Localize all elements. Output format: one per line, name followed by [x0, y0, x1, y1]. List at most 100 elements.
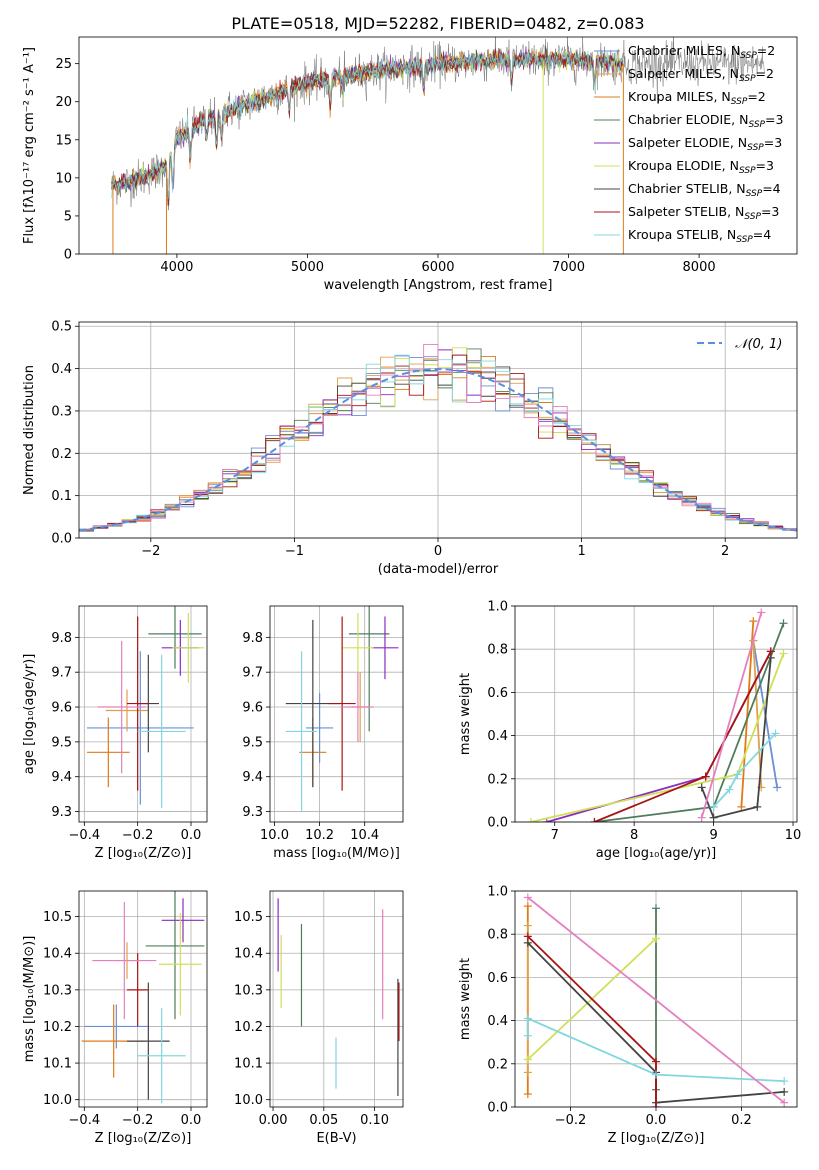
x-tick-label: −1: [285, 544, 304, 559]
x-tick-label: 0.10: [360, 1113, 389, 1128]
weight-line: [752, 640, 763, 788]
x-tick-label: 0.0: [181, 1113, 202, 1128]
legend-label-sub: SSP: [736, 235, 753, 245]
x-axis-label: age [log₁₀(age/yr)]: [596, 846, 717, 861]
y-tick-label: 0.1: [51, 489, 72, 504]
chart-age-vs-Z: −0.4 −0.2 0.0 9.3 9.4 9.5 9.6 9.7 9.8 Z [log₁₀(Z/…: [22, 605, 208, 861]
y-axis-label: mass [log₁₀(M/M⊙)]: [22, 936, 37, 1063]
legend-label: Salpeter STELIB, NSSP=3: [628, 204, 779, 222]
plot-area: [81, 891, 205, 1104]
x-axis-label: Z [log₁₀(Z/Z⊙)]: [95, 1131, 192, 1146]
axes-frame: [514, 605, 798, 823]
y-tick-label: 9.5: [51, 735, 72, 750]
legend-label-suffix: =2: [756, 66, 774, 81]
y-tick-label: 10.2: [43, 1020, 72, 1035]
legend-label-text: Chabrier STELIB, N: [628, 181, 746, 196]
y-tick-label: 0.6: [487, 971, 508, 986]
plot-area: [87, 606, 205, 809]
x-tick-label: 0.00: [259, 1113, 288, 1128]
residual-histogram: [79, 344, 797, 530]
y-tick-label: 0.0: [487, 816, 508, 831]
y-tick-label: 10.0: [234, 1093, 263, 1108]
spectrum-data-line: [111, 37, 765, 211]
y-tick-label: 10.0: [43, 1093, 72, 1108]
y-tick-label: 0.4: [487, 1014, 508, 1029]
legend-label-text: Salpeter MILES, N: [628, 66, 739, 81]
axes-frame: [78, 890, 208, 1108]
x-tick-label: 0.05: [309, 1113, 338, 1128]
y-tick-label: 10.1: [234, 1057, 263, 1072]
legend-label-suffix: =3: [765, 112, 783, 127]
x-tick-label: 8: [630, 828, 638, 843]
axes-frame: [78, 605, 208, 823]
y-tick-label: 9.3: [51, 805, 72, 820]
legend-label: Kroupa ELODIE, NSSP=3: [628, 158, 774, 176]
legend-label-text: Kroupa STELIB, N: [628, 227, 736, 242]
x-tick-label: 9: [709, 828, 717, 843]
y-tick-label: 10.4: [43, 947, 72, 962]
legend-label-sub: SSP: [739, 74, 756, 84]
weight-line: [712, 732, 777, 808]
y-tick-label: 0.2: [487, 1057, 508, 1072]
x-tick-label: 1: [577, 544, 585, 559]
y-axis-label: mass weight: [458, 673, 473, 755]
y-tick-label: 0.0: [51, 532, 72, 547]
x-tick-label: 10: [785, 828, 802, 843]
plot-area: [285, 606, 399, 812]
legend-label-sub: SSP: [744, 212, 761, 222]
x-tick-label: 4000: [160, 260, 193, 275]
weight-line: [700, 612, 763, 818]
legend-label: 𝒩(0, 1): [735, 337, 782, 352]
x-tick-label: 0: [434, 544, 442, 559]
x-tick-label: 7: [551, 828, 559, 843]
y-tick-label: 9.3: [242, 805, 263, 820]
x-axis-label: E(B-V): [316, 1131, 356, 1146]
x-tick-label: 6000: [421, 260, 454, 275]
y-tick-label: 0.4: [51, 362, 72, 377]
axes-frame: [269, 605, 404, 823]
legend-label-text: Chabrier ELODIE, N: [628, 112, 748, 127]
x-tick-label: 10.4: [350, 828, 379, 843]
x-tick-label: −0.2: [122, 828, 154, 843]
x-tick-label: 7000: [552, 260, 585, 275]
chart-mass-vs-Z: −0.4 −0.2 0.0 10.0 10.1 10.2 10.3 10.4 10.5 Z [lo…: [22, 890, 208, 1146]
x-axis-label: Z [log₁₀(Z/Z⊙)]: [95, 846, 192, 861]
chart-mass-weight-vs-Z: −0.2 0.0 0.2 0.0 0.2 0.4 0.6 0.8 1.0 Z [log₁₀(Z/Z…: [458, 885, 798, 1146]
x-tick-label: 5000: [291, 260, 324, 275]
legend-label-sub: SSP: [747, 143, 764, 153]
x-tick-label: 0.0: [646, 1113, 667, 1128]
y-axis-label: Flux [fλ10⁻¹⁷ erg cm⁻² s⁻¹ A⁻¹]: [22, 47, 37, 244]
y-tick-label: 0.4: [487, 729, 508, 744]
chart-mass-weight-vs-age: 7 8 9 10 0.0 0.2 0.4 0.6 0.8 1.0 age [log₁₀(age/yr…: [458, 600, 801, 862]
weight-line: [527, 896, 785, 1104]
y-tick-label: 0.6: [487, 686, 508, 701]
y-tick-label: 9.8: [242, 631, 263, 646]
y-tick-label: 9.4: [51, 770, 72, 785]
legend-label-sub: SSP: [746, 189, 763, 199]
plot-area: [526, 608, 788, 822]
y-tick-label: 0.3: [51, 404, 72, 419]
y-tick-label: 1.0: [487, 885, 508, 900]
x-axis-label: Z [log₁₀(Z/Z⊙)]: [608, 1131, 705, 1146]
x-tick-label: 0.2: [731, 1113, 752, 1128]
x-tick-label: 2: [721, 544, 729, 559]
x-axis-label: (data-model)/error: [378, 562, 499, 577]
x-tick-label: −0.2: [122, 1113, 154, 1128]
weight-line: [594, 650, 772, 822]
y-tick-label: 10.3: [234, 983, 263, 998]
legend-label-text: Salpeter STELIB, N: [628, 204, 744, 219]
legend-label: Chabrier MILES, NSSP=2: [628, 43, 775, 61]
legend-label: Chabrier ELODIE, NSSP=3: [628, 112, 783, 130]
spectrum-model-line: [111, 50, 624, 200]
y-tick-label: 0.8: [487, 643, 508, 658]
y-tick-label: 10.2: [234, 1020, 263, 1035]
y-tick-label: 9.7: [242, 666, 263, 681]
legend-label: Chabrier STELIB, NSSP=4: [628, 181, 781, 199]
y-tick-label: 10.5: [43, 910, 72, 925]
y-axis-label: mass weight: [458, 958, 473, 1040]
y-tick-label: 9.8: [51, 631, 72, 646]
y-tick-label: 9.4: [242, 770, 263, 785]
y-tick-label: 10.5: [234, 910, 263, 925]
